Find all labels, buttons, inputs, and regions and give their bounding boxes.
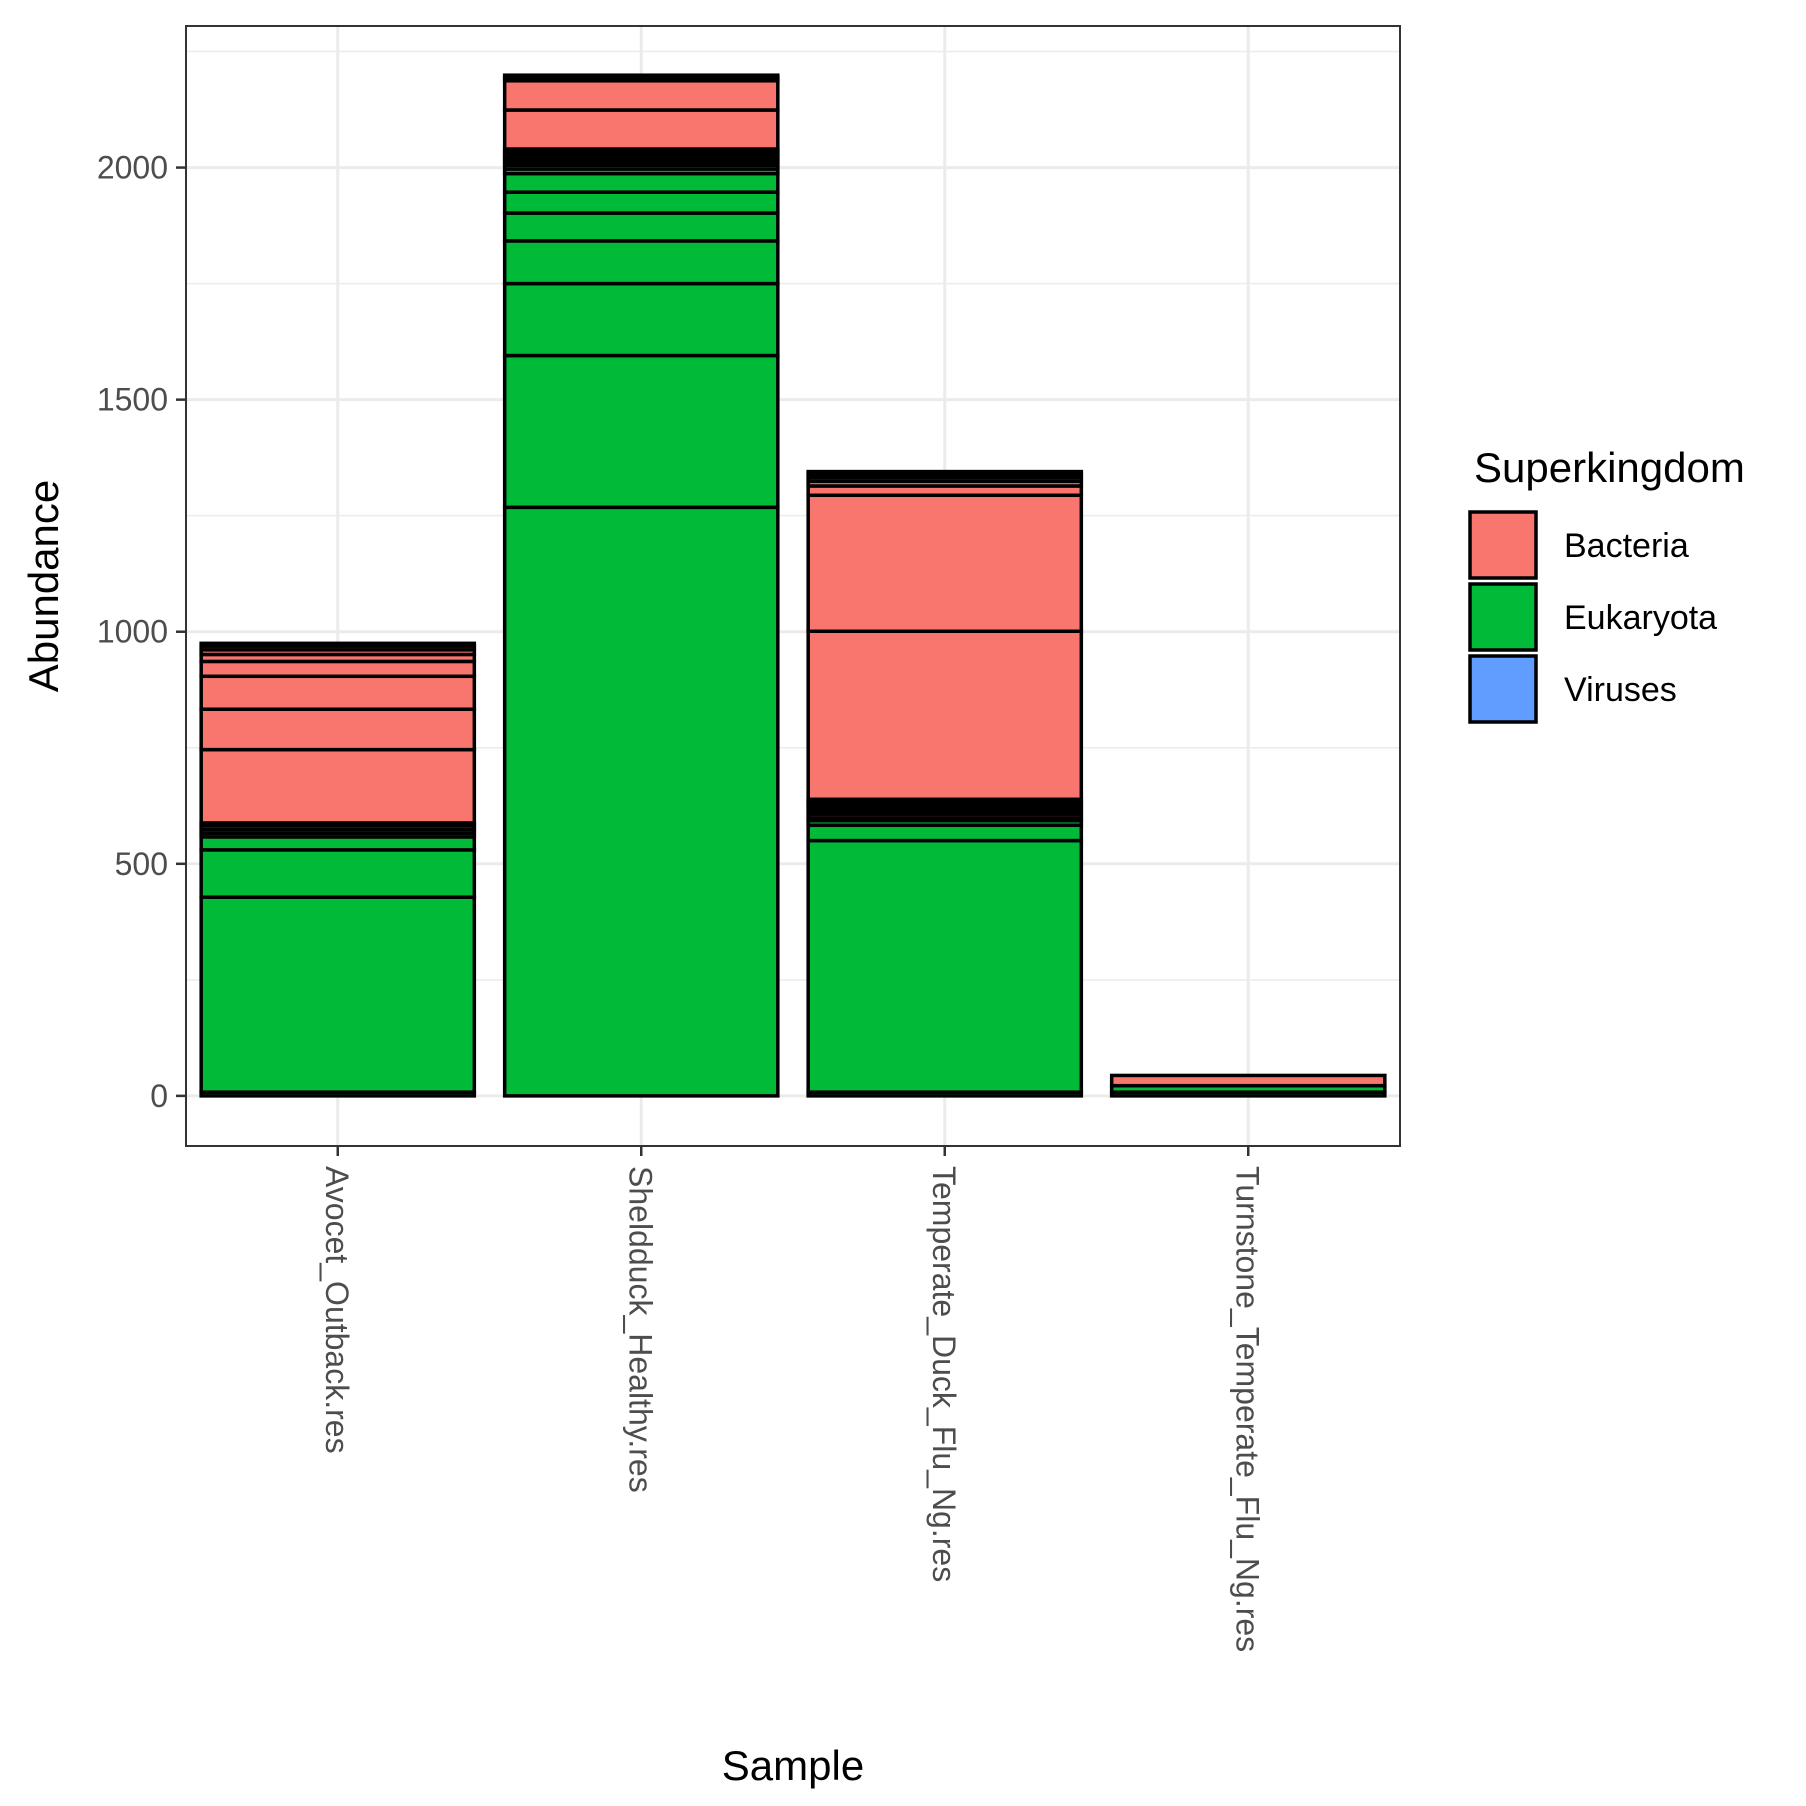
x-tick-label: Avocet_Outback.res bbox=[319, 1166, 355, 1454]
bar-segment-eukaryota bbox=[806, 838, 1084, 1094]
bar-segment-eukaryota bbox=[502, 505, 780, 1098]
legend-label: Viruses bbox=[1564, 671, 1677, 709]
bar-segment-bacteria bbox=[199, 641, 477, 648]
bar-segment-eukaryota bbox=[199, 835, 477, 852]
bar-stack bbox=[1109, 1073, 1387, 1098]
x-tick-label: Sheldduck_Healthy.res bbox=[622, 1166, 658, 1493]
legend-key-bacteria bbox=[1468, 510, 1538, 580]
bar-stack bbox=[199, 641, 477, 1098]
bar-segment-eukaryota bbox=[502, 211, 780, 243]
y-axis: 0 500 1000 1500 2000 bbox=[97, 150, 186, 1114]
bar-segment-bacteria bbox=[502, 108, 780, 151]
x-axis: Avocet_Outback.res Sheldduck_Healthy.res T… bbox=[319, 1146, 1265, 1652]
bar-segment-eukaryota bbox=[502, 353, 780, 510]
bar-segment-bacteria bbox=[199, 659, 477, 679]
bar-segment-bacteria bbox=[1109, 1073, 1387, 1088]
bar-stack bbox=[806, 469, 1084, 1098]
bar-segment-eukaryota bbox=[806, 823, 1084, 843]
bar-segment-eukaryota bbox=[502, 190, 780, 215]
x-tick-label: Turnstone_Temperate_Flu_Ng.res bbox=[1229, 1166, 1265, 1652]
panel-border bbox=[185, 25, 1401, 1147]
bar-stack bbox=[502, 73, 780, 1098]
bar-segment-bacteria bbox=[806, 469, 1084, 477]
legend: Superkingdom Bacteria Eukaryota Viruses bbox=[1468, 444, 1745, 724]
y-tick-label: 500 bbox=[115, 846, 168, 882]
bars bbox=[199, 73, 1387, 1098]
bar-segment-eukaryota bbox=[199, 848, 477, 899]
bar-segment-bacteria bbox=[806, 629, 1084, 802]
bar-segment-eukaryota bbox=[502, 281, 780, 358]
bar-segment-bacteria bbox=[199, 674, 477, 711]
bar-segment-bacteria bbox=[199, 707, 477, 752]
x-axis-title: Sample bbox=[722, 1742, 864, 1789]
bar-segment-bacteria bbox=[806, 493, 1084, 634]
legend-label: Eukaryota bbox=[1564, 599, 1717, 637]
bar-segment-eukaryota bbox=[199, 895, 477, 1094]
y-axis-title: Abundance bbox=[20, 480, 67, 693]
bar-segment-eukaryota bbox=[502, 239, 780, 286]
legend-key-eukaryota bbox=[1468, 582, 1538, 652]
bar-segment-eukaryota bbox=[502, 171, 780, 194]
bar-segment-bacteria bbox=[502, 79, 780, 112]
legend-title: Superkingdom bbox=[1474, 444, 1745, 491]
legend-label: Bacteria bbox=[1564, 527, 1689, 565]
y-tick-label: 1500 bbox=[97, 382, 168, 418]
legend-key-viruses bbox=[1468, 654, 1538, 724]
y-tick-label: 2000 bbox=[97, 150, 168, 186]
bar-segment-bacteria bbox=[502, 73, 780, 80]
y-tick-label: 0 bbox=[150, 1078, 168, 1114]
bar-segment-bacteria bbox=[199, 747, 477, 825]
x-tick-label: Temperate_Duck_Flu_Ng.res bbox=[926, 1166, 962, 1582]
y-tick-label: 1000 bbox=[97, 614, 168, 650]
